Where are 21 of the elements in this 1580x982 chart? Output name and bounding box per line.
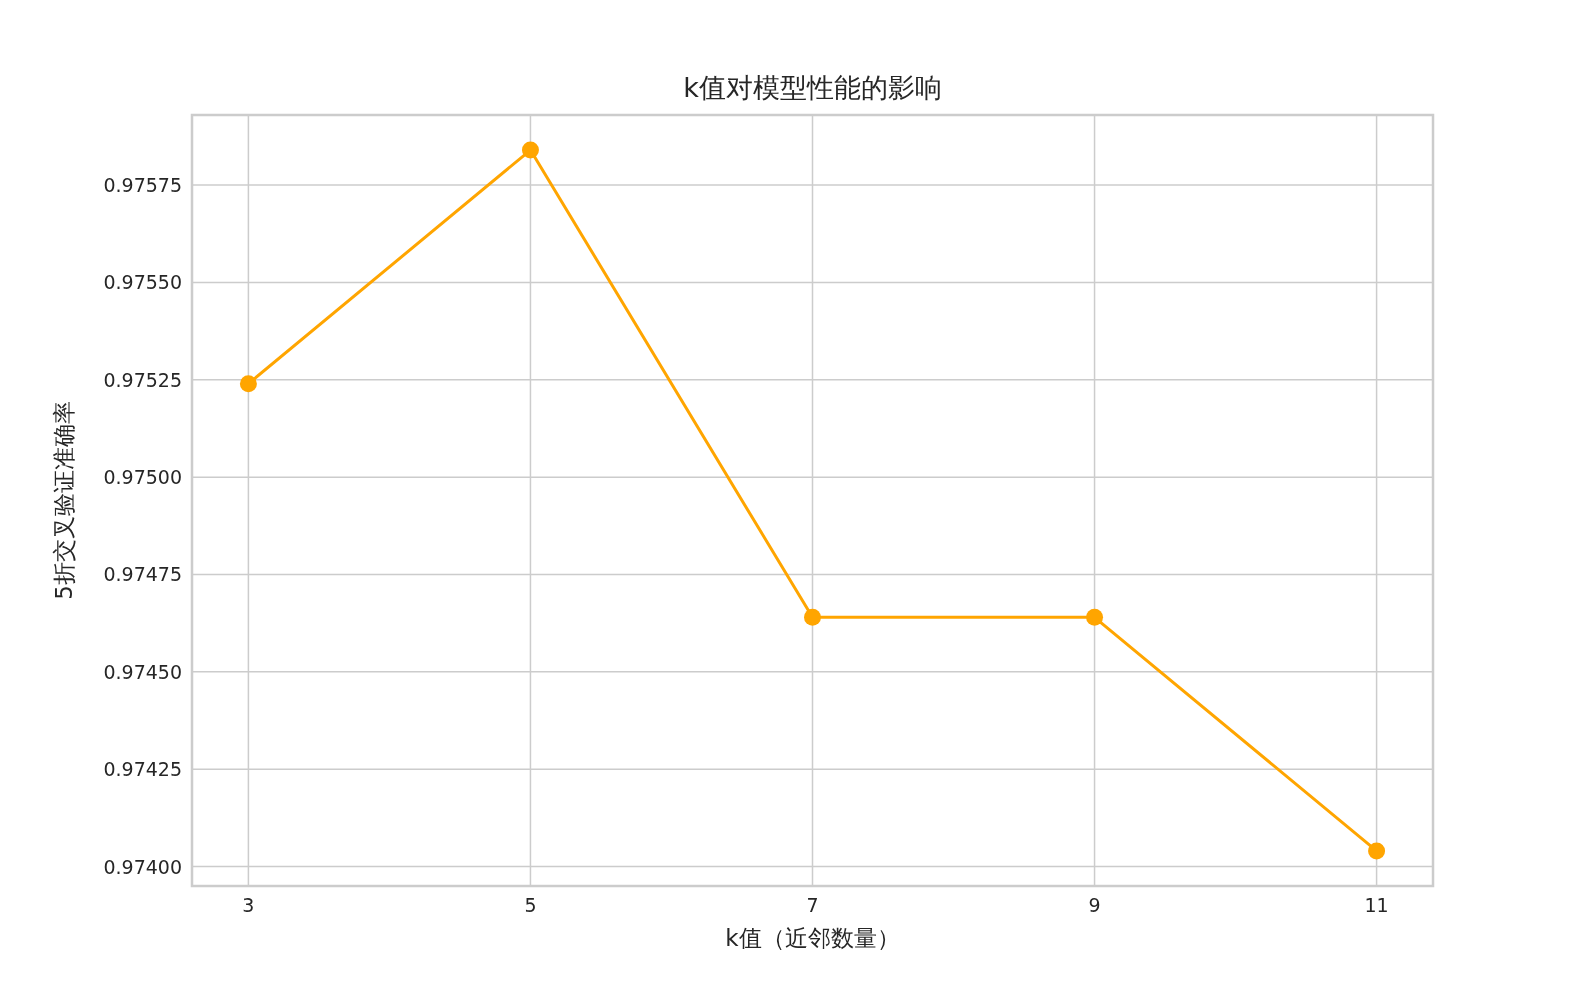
point [1368, 842, 1386, 860]
y-axis-title: 5折交叉验证准确率 [51, 401, 77, 600]
y-tick-label: 0.97475 [103, 563, 182, 586]
chart-title: k值对模型性能的影响 [683, 72, 942, 103]
point [521, 141, 539, 159]
point [1086, 608, 1104, 626]
y-tick-label: 0.97450 [103, 660, 182, 683]
x-tick-label: 11 [1364, 894, 1389, 916]
y-tick-label: 0.97425 [103, 758, 182, 781]
x-tick-label: 5 [524, 894, 537, 916]
x-axis-title: k值（近邻数量） [725, 925, 900, 951]
y-tick-label: 0.97400 [103, 855, 182, 878]
x-tick-label: 7 [806, 894, 819, 916]
x-tick-label: 3 [242, 894, 255, 916]
y-tick-label: 0.97500 [103, 466, 182, 489]
x-tick-label: 9 [1088, 894, 1101, 916]
y-tick-label: 0.97525 [103, 368, 182, 391]
point [804, 608, 821, 626]
point [239, 375, 257, 393]
y-tick-label: 0.97575 [103, 174, 182, 197]
y-tick-label: 0.97550 [103, 271, 182, 294]
